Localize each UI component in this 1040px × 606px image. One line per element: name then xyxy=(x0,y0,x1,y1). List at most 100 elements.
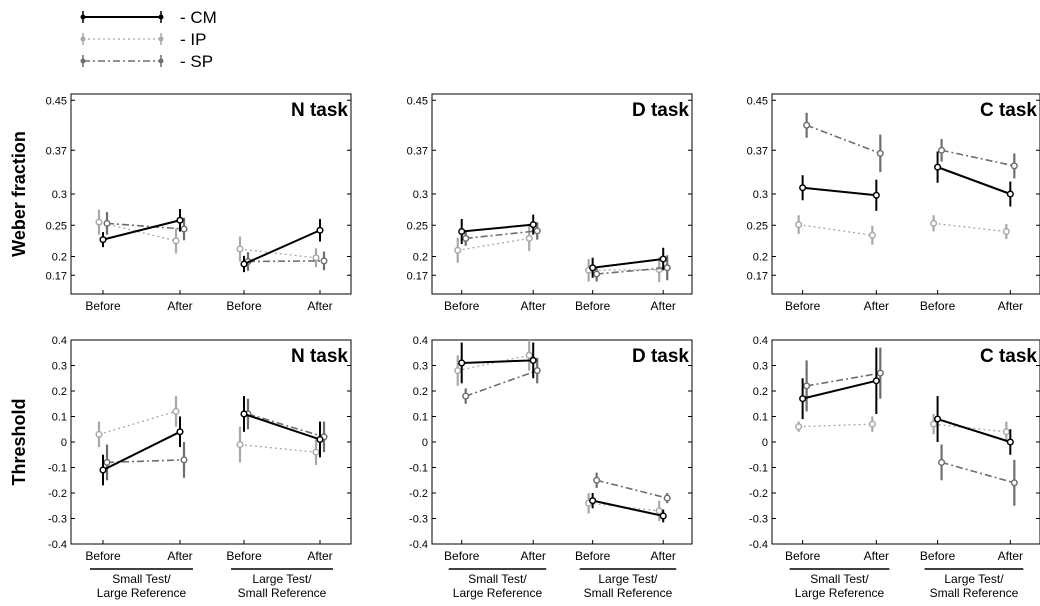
legend-marker-1-0 xyxy=(80,36,86,42)
y-tick-label: 0.37 xyxy=(407,145,428,157)
data-point xyxy=(934,163,942,171)
y-tick-label: 0.17 xyxy=(46,270,67,282)
series-line xyxy=(239,248,317,259)
data-point xyxy=(872,377,880,385)
row-label-0: Weber fraction xyxy=(9,131,29,257)
data-point xyxy=(529,356,537,364)
x-tick-label: Before xyxy=(920,299,956,313)
y-tick-label: 0.25 xyxy=(407,220,428,232)
y-tick-label: 0.17 xyxy=(407,270,428,282)
x-tick-label: After xyxy=(307,549,332,563)
y-tick-label: 0.3 xyxy=(753,189,768,201)
group-label: Large Test/ xyxy=(252,572,312,586)
group-label: Large Reference xyxy=(97,586,187,600)
x-tick-label: After xyxy=(651,549,676,563)
y-tick-label: 0.3 xyxy=(753,361,768,373)
group-label: Large Test/ xyxy=(598,572,658,586)
data-point xyxy=(236,245,244,253)
x-tick-label: Before xyxy=(785,549,821,563)
y-tick-label: -0.2 xyxy=(409,488,428,500)
y-tick-label: 0.25 xyxy=(46,220,67,232)
panel-title: D task xyxy=(632,100,689,121)
y-tick-label: 0.3 xyxy=(413,361,428,373)
series-line xyxy=(247,260,325,263)
y-tick-label: 0.2 xyxy=(753,252,768,264)
data-point xyxy=(795,423,803,431)
plot-frame xyxy=(70,339,352,545)
series-line xyxy=(588,268,660,271)
y-tick-label: -0.4 xyxy=(409,539,428,551)
y-tick-label: 0.17 xyxy=(747,270,768,282)
series-line xyxy=(806,124,881,155)
series-ip xyxy=(454,340,663,522)
group-label: Large Reference xyxy=(795,586,885,600)
data-point xyxy=(872,191,880,199)
x-tick-label: Before xyxy=(785,299,821,313)
x-tick-label: After xyxy=(167,299,192,313)
y-tick-label: -0.3 xyxy=(48,514,67,526)
series-line xyxy=(941,461,1015,484)
legend-marker-1-1 xyxy=(158,36,164,42)
data-point xyxy=(876,369,884,377)
series-line xyxy=(243,229,321,265)
data-point xyxy=(240,410,248,418)
data-point xyxy=(172,237,180,245)
series-line xyxy=(106,459,185,464)
data-point xyxy=(589,264,597,272)
y-tick-label: 0.2 xyxy=(413,252,428,264)
data-point xyxy=(176,428,184,436)
series-line xyxy=(596,266,668,275)
x-tick-label: Before xyxy=(920,549,956,563)
x-tick-label: After xyxy=(167,549,192,563)
series-line xyxy=(102,430,181,471)
legend-marker-0-1 xyxy=(158,14,164,20)
series-line xyxy=(933,423,1007,433)
data-point xyxy=(934,415,942,423)
data-point xyxy=(663,494,671,502)
data-point xyxy=(458,227,466,236)
series-ip xyxy=(95,396,320,465)
panel-5: 0.4 0.3 0.2 0.1 0 -0.1 -0.2 -0.3 -0.4 Before After… xyxy=(749,335,1040,563)
y-tick-label: 0.2 xyxy=(413,386,428,398)
data-point xyxy=(462,392,470,400)
y-tick-label: 0.3 xyxy=(52,189,67,201)
legend: - CM - IP - SP xyxy=(80,8,217,71)
data-point xyxy=(655,507,663,515)
y-tick-label: 0.1 xyxy=(413,412,428,424)
group-labels-0: Small Test/Large Reference Large Test/Sma… xyxy=(90,568,333,600)
x-tick-label: Before xyxy=(575,549,611,563)
panel-0: 0.45 0.37 0.3 0.25 0.2 0.17 Before After Before A… xyxy=(46,93,352,313)
x-tick-label: Before xyxy=(85,299,121,313)
data-point xyxy=(103,219,111,227)
data-point xyxy=(454,367,462,375)
series-line xyxy=(933,222,1007,233)
data-point xyxy=(533,227,541,235)
y-tick-label: -0.3 xyxy=(409,514,428,526)
x-tick-label: After xyxy=(864,299,889,313)
data-point xyxy=(236,441,244,449)
data-point xyxy=(525,351,533,359)
series-sp xyxy=(803,112,1018,179)
data-point xyxy=(172,407,180,415)
data-point xyxy=(103,458,111,466)
y-tick-label: 0.4 xyxy=(52,335,67,347)
data-point xyxy=(312,254,320,262)
data-point xyxy=(454,246,462,254)
x-tick-label: Before xyxy=(226,299,262,313)
data-point xyxy=(95,430,103,438)
legend-marker-0-0 xyxy=(80,14,86,20)
data-point xyxy=(525,234,533,242)
y-tick-label: -0.4 xyxy=(48,539,67,551)
y-tick-label: 0.37 xyxy=(46,145,67,157)
data-point xyxy=(1006,190,1014,198)
series-line xyxy=(98,221,177,242)
data-point xyxy=(1010,479,1018,487)
series-line xyxy=(465,369,538,397)
y-tick-label: 0.2 xyxy=(52,252,67,264)
group-label: Small Reference xyxy=(238,586,327,600)
y-tick-label: 0 xyxy=(762,437,768,449)
data-point xyxy=(593,476,601,484)
series-line xyxy=(806,372,881,387)
panel-2: 0.45 0.37 0.3 0.25 0.2 0.17 Before After Before A… xyxy=(747,93,1040,313)
data-point xyxy=(803,121,811,129)
